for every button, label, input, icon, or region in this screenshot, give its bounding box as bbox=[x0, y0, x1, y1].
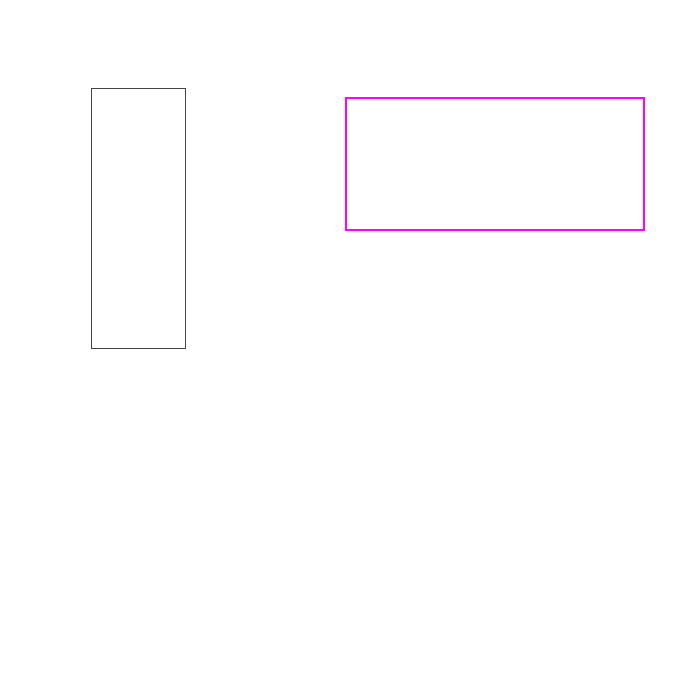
legend-title bbox=[92, 89, 185, 100]
annotation-box bbox=[345, 97, 645, 231]
legend bbox=[91, 88, 186, 349]
